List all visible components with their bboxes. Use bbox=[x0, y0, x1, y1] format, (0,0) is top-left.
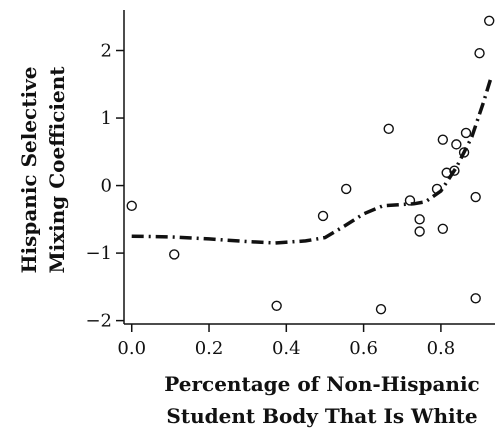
data-point bbox=[169, 249, 180, 260]
x-tick-label: 0.8 bbox=[427, 338, 456, 359]
x-axis-title-line-2: Student Body That Is White bbox=[166, 404, 477, 428]
data-points bbox=[126, 15, 495, 315]
data-point bbox=[126, 200, 137, 212]
data-point bbox=[431, 183, 443, 195]
data-point bbox=[404, 195, 416, 206]
y-tick-label: 0 bbox=[101, 176, 112, 197]
data-point bbox=[317, 210, 329, 222]
axes bbox=[123, 10, 495, 325]
data-point bbox=[458, 147, 470, 158]
x-tick-label: 0.4 bbox=[272, 338, 301, 359]
x-tick-label: 0.2 bbox=[195, 338, 224, 359]
data-point bbox=[414, 214, 425, 225]
data-point bbox=[460, 127, 472, 139]
y-ticks: 2 1 0 −1 −2 bbox=[85, 41, 124, 332]
data-point bbox=[437, 223, 449, 234]
y-tick-label: −2 bbox=[85, 311, 112, 332]
data-point bbox=[375, 303, 387, 315]
data-point bbox=[441, 167, 452, 178]
x-tick-label: 0.0 bbox=[117, 338, 146, 359]
y-tick-label: 2 bbox=[101, 41, 112, 62]
data-point bbox=[451, 139, 462, 150]
data-point bbox=[484, 15, 495, 27]
data-point bbox=[437, 134, 449, 145]
data-point bbox=[470, 191, 481, 203]
x-axis-title-line-1: Percentage of Non-Hispanic bbox=[164, 372, 479, 396]
x-tick-label: 0.6 bbox=[349, 338, 378, 359]
data-point bbox=[449, 165, 460, 176]
y-tick-label: 1 bbox=[101, 108, 112, 129]
y-tick-label: −1 bbox=[85, 243, 112, 264]
data-point bbox=[271, 300, 282, 311]
x-ticks: 0.0 0.2 0.4 0.6 0.8 bbox=[117, 324, 455, 359]
data-point bbox=[341, 183, 352, 195]
y-axis-title-line-1: Hispanic Selective bbox=[17, 67, 41, 274]
smooth-trend-line bbox=[131, 76, 493, 245]
y-axis-title-line-2: Mixing Coefficient bbox=[45, 66, 69, 274]
data-point bbox=[383, 123, 394, 135]
data-point bbox=[470, 293, 481, 304]
data-point bbox=[414, 226, 425, 237]
data-point bbox=[474, 48, 485, 59]
